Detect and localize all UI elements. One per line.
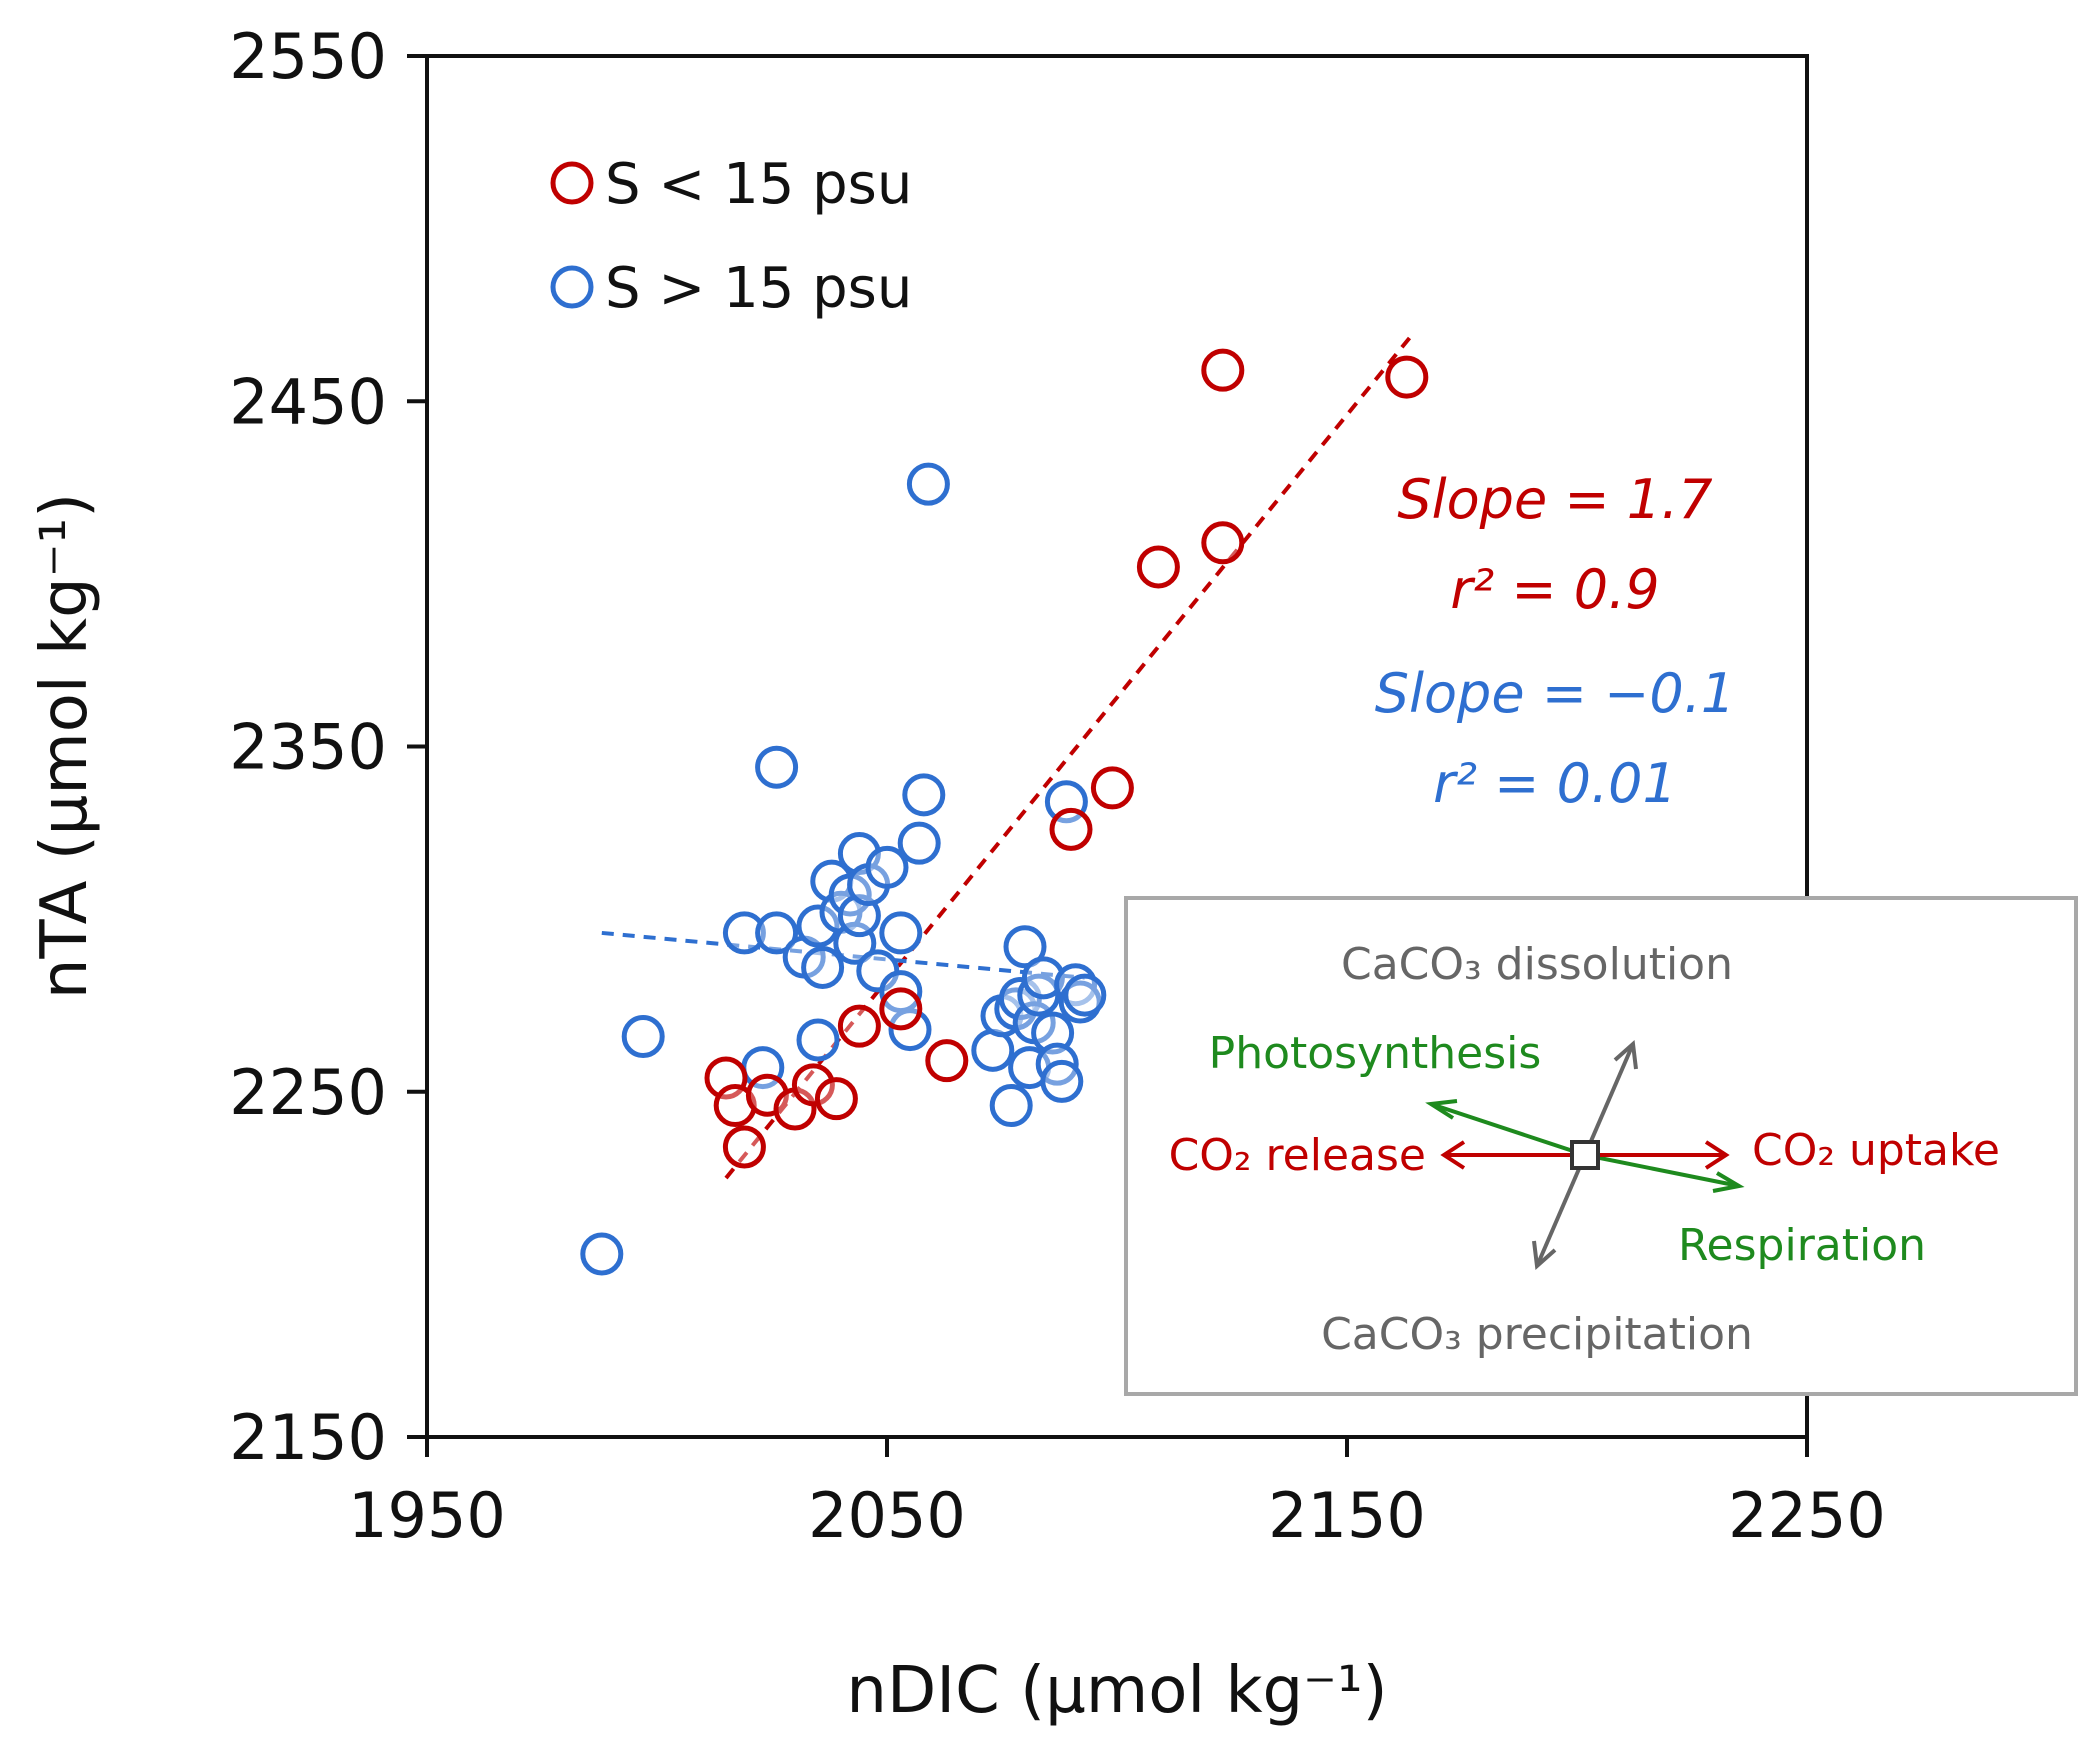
inset-label-photosynthesis: Photosynthesis (1209, 1028, 1542, 1079)
legend: S < 15 psu S > 15 psu (550, 152, 912, 321)
point-low-salinity (1049, 807, 1093, 851)
point-low-salinity (1385, 355, 1429, 399)
point-high-salinity (989, 1084, 1033, 1128)
inset-label-precipitation: CaCO₃ precipitation (1321, 1309, 1753, 1360)
point-high-salinity (1031, 1011, 1075, 1055)
precipitation-arrow (1535, 1154, 1587, 1267)
point-low-salinity (1201, 521, 1245, 565)
point-high-salinity (906, 462, 950, 506)
point-high-salinity (1063, 973, 1107, 1017)
y-tick-label: 2450 (229, 365, 387, 438)
legend-marker-low-salinity (550, 161, 594, 205)
point-high-salinity (879, 911, 923, 955)
r2-annotation-high-salinity: r² = 0.01 (1433, 752, 1677, 815)
inset-label-respiration: Respiration (1678, 1220, 1926, 1271)
inset-box (1124, 896, 2078, 1396)
co2-release-arrowhead (1440, 1140, 1466, 1170)
point-low-salinity (1201, 348, 1245, 392)
point-high-salinity (801, 945, 845, 989)
point-low-salinity (814, 1077, 858, 1121)
point-high-salinity (1021, 956, 1065, 1000)
precipitation-arrowhead (1532, 1240, 1557, 1271)
point-high-salinity (902, 773, 946, 817)
point-low-salinity (925, 1039, 969, 1083)
respiration-arrowhead (1712, 1171, 1745, 1193)
y-axis-title: nTA (µmol kg⁻¹) (28, 493, 102, 999)
inset-label-co2-uptake: CO₂ uptake (1752, 1125, 2000, 1176)
y-tick-label: 2150 (229, 1401, 387, 1474)
trendline-low-salinity (724, 334, 1413, 1180)
slope-annotation-high-salinity: Slope = −0.1 (1375, 662, 1736, 725)
point-low-salinity (791, 1063, 835, 1107)
point-low-salinity (1090, 766, 1134, 810)
co2-uptake-arrowhead (1704, 1140, 1730, 1170)
x-tick-label: 1950 (348, 1479, 506, 1552)
point-low-salinity (879, 987, 923, 1031)
origin-square-marker (1570, 1140, 1600, 1170)
dissolution-arrow (1583, 1043, 1635, 1156)
dissolution-arrowhead (1613, 1039, 1638, 1070)
point-low-salinity (722, 1125, 766, 1169)
inset-label-dissolution: CaCO₃ dissolution (1341, 939, 1733, 990)
point-high-salinity (755, 911, 799, 955)
photosynthesis-arrowhead (1425, 1099, 1458, 1120)
legend-label-low-salinity: S < 15 psu (605, 152, 912, 217)
point-high-salinity (837, 894, 881, 938)
photosynthesis-arrow (1430, 1102, 1586, 1157)
legend-marker-high-salinity (550, 265, 594, 309)
point-high-salinity (1003, 925, 1047, 969)
slope-annotation-low-salinity: Slope = 1.7 (1397, 468, 1712, 531)
inset-label-co2-release: CO₂ release (1169, 1130, 1426, 1181)
point-high-salinity (580, 1232, 624, 1276)
x-tick-label: 2250 (1728, 1479, 1886, 1552)
y-tick-label: 2550 (229, 20, 387, 93)
regression-stats: Slope = 1.7 r² = 0.9 Slope = −0.1 r² = 0… (1375, 468, 1736, 815)
x-tick-label: 2050 (808, 1479, 966, 1552)
point-high-salinity (755, 745, 799, 789)
respiration-arrow (1584, 1153, 1740, 1188)
x-axis-ticks: 1950 2050 2150 2250 (348, 1437, 1886, 1552)
x-tick-label: 2150 (1268, 1479, 1426, 1552)
point-high-salinity (1040, 1059, 1084, 1103)
legend-label-high-salinity: S > 15 psu (605, 256, 912, 321)
point-low-salinity (1136, 545, 1180, 589)
point-high-salinity (897, 821, 941, 865)
r2-annotation-low-salinity: r² = 0.9 (1450, 558, 1659, 621)
point-low-salinity (837, 1004, 881, 1048)
point-high-salinity (722, 911, 766, 955)
point-high-salinity (796, 904, 840, 948)
y-tick-label: 2350 (229, 711, 387, 784)
x-axis-title: nDIC (µmol kg⁻¹) (846, 1654, 1387, 1728)
point-high-salinity (796, 1018, 840, 1062)
process-vector-inset: CaCO₃ dissolution CaCO₃ precipitation Ph… (1124, 896, 2078, 1396)
y-tick-label: 2250 (229, 1056, 387, 1129)
point-high-salinity (621, 1015, 665, 1059)
point-high-salinity (865, 845, 909, 889)
data-points (580, 348, 1429, 1276)
point-high-salinity (888, 1008, 932, 1052)
point-high-salinity (971, 1028, 1015, 1072)
y-axis-ticks: 2150 2250 2350 2450 2550 (229, 20, 427, 1474)
